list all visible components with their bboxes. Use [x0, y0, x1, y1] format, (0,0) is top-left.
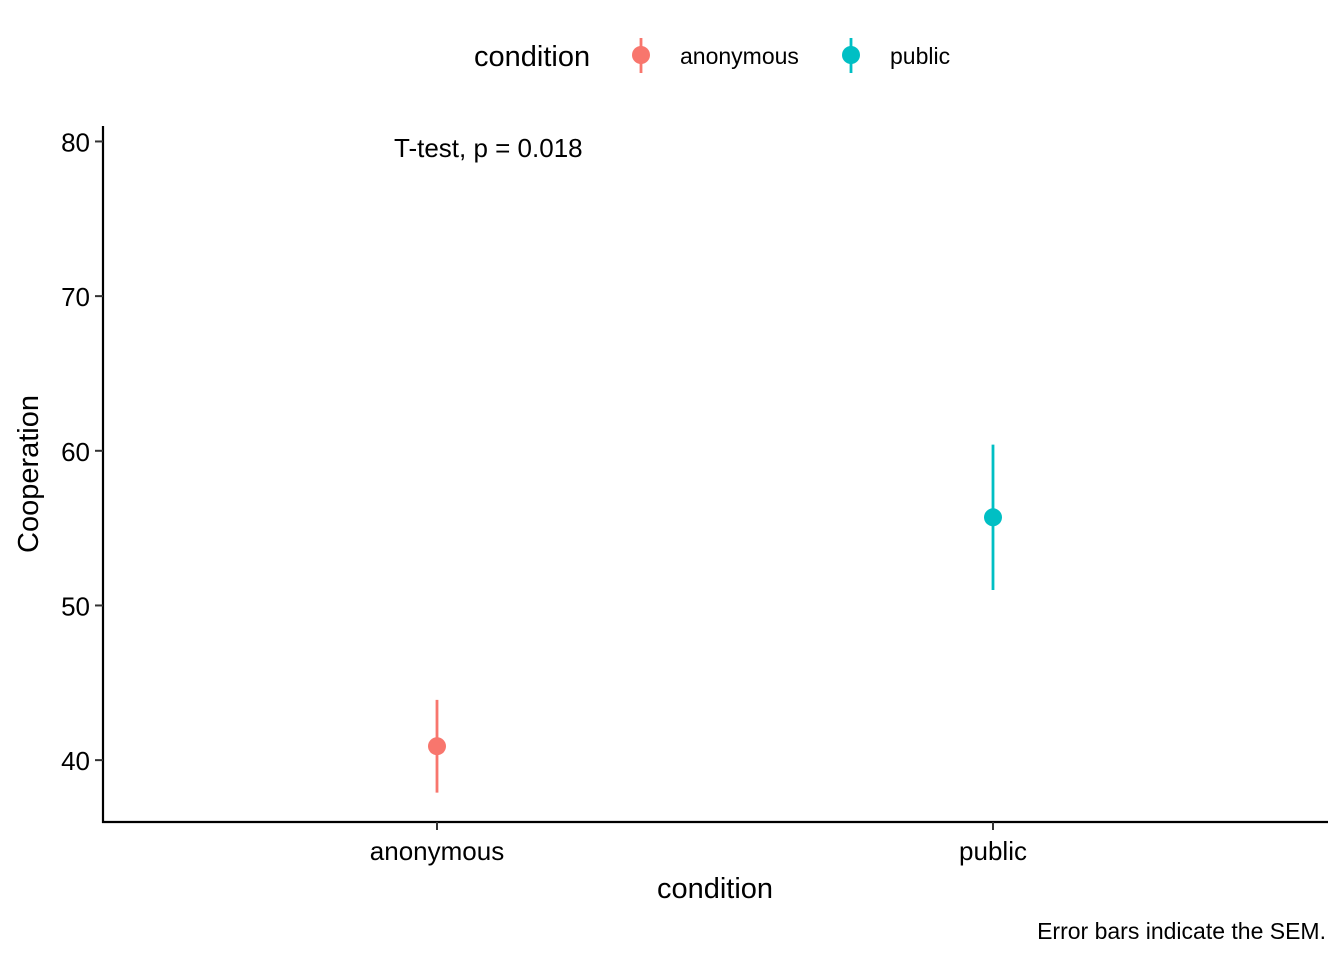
point-public [984, 508, 1002, 527]
t-test-annotation: T-test, p = 0.018 [394, 133, 583, 163]
y-tick-label: 70 [61, 282, 90, 312]
y-tick-label: 40 [61, 746, 90, 776]
x-axis-label: condition [657, 873, 773, 905]
point-anonymous [428, 737, 446, 756]
legend: condition anonymous public [474, 38, 950, 73]
y-axis: 40 50 60 70 80 [61, 126, 105, 823]
legend-key-point [632, 46, 650, 64]
legend-label: anonymous [680, 43, 799, 69]
x-tick-label: anonymous [370, 836, 504, 866]
legend-item-anonymous: anonymous [632, 38, 799, 73]
y-tick-label: 60 [61, 437, 90, 467]
x-tick-label: public [959, 836, 1027, 866]
legend-label: public [890, 43, 950, 69]
y-axis-label: Cooperation [13, 395, 45, 553]
y-tick-label: 50 [61, 591, 90, 621]
caption: Error bars indicate the SEM. [1037, 918, 1326, 944]
y-tick-label: 80 [61, 127, 90, 157]
legend-title: condition [474, 41, 590, 73]
legend-item-public: public [842, 38, 950, 73]
x-axis: anonymous public [102, 820, 1328, 866]
data-marks [428, 444, 1002, 793]
legend-key-point [842, 46, 860, 64]
